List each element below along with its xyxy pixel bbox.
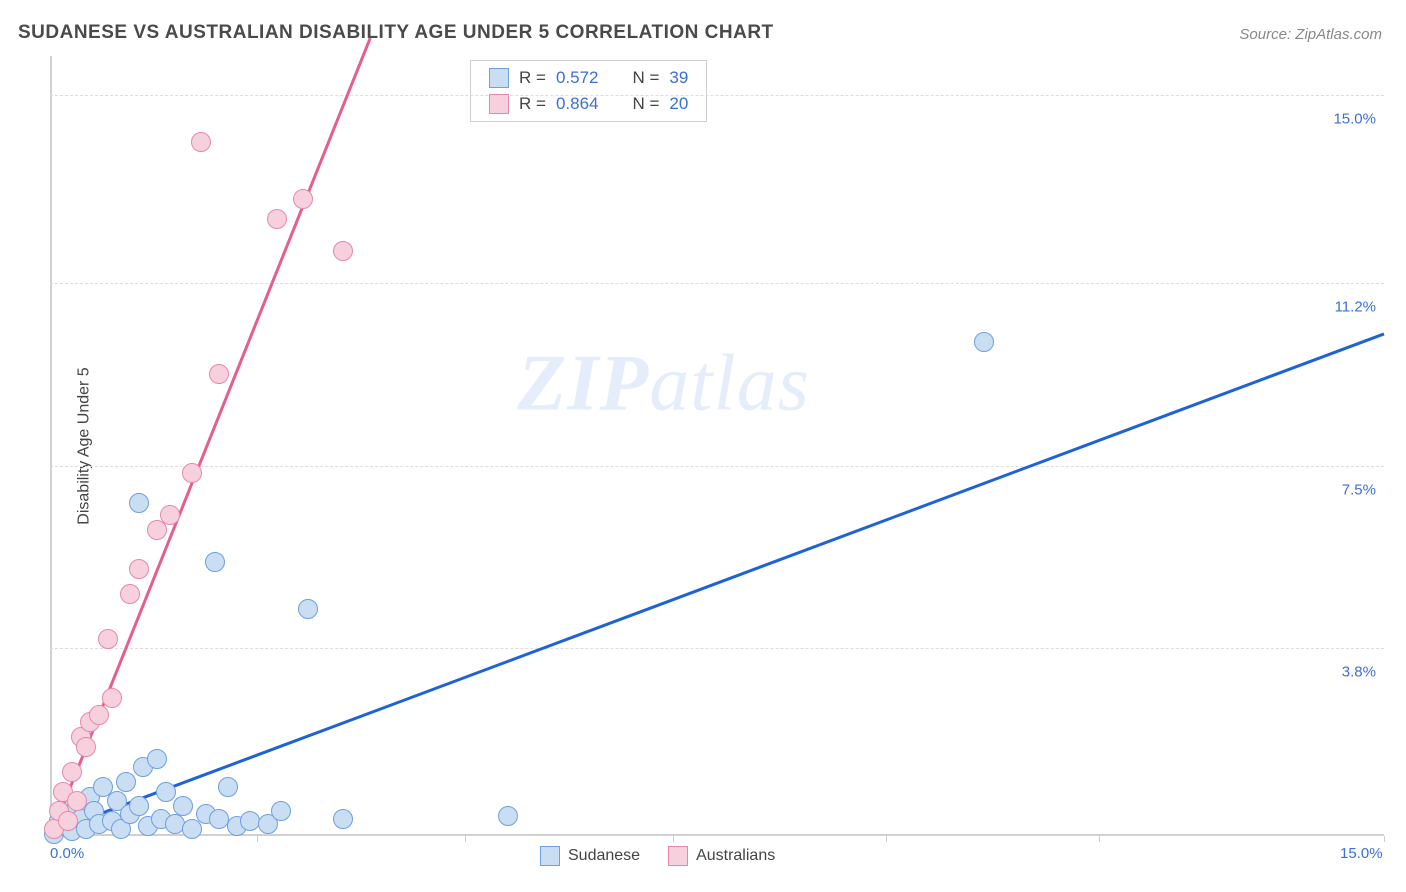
data-point-australians (293, 189, 313, 209)
y-tick-label: 7.5% (1342, 481, 1376, 498)
data-point-sudanese (333, 809, 353, 829)
legend-swatch (489, 94, 509, 114)
data-point-sudanese (218, 777, 238, 797)
data-point-australians (67, 791, 87, 811)
x-tick-label: 0.0% (50, 845, 84, 862)
y-tick-label: 11.2% (1335, 299, 1376, 316)
trend-line-sudanese (50, 333, 1385, 834)
data-point-australians (267, 209, 287, 229)
data-point-sudanese (156, 782, 176, 802)
x-tick-mark (257, 836, 258, 842)
chart-title: SUDANESE VS AUSTRALIAN DISABILITY AGE UN… (18, 22, 774, 44)
watermark: ZIPatlas (517, 338, 809, 429)
data-point-sudanese (974, 332, 994, 352)
legend-swatch (540, 846, 560, 866)
data-point-australians (191, 132, 211, 152)
series-legend-label: Sudanese (568, 847, 640, 865)
series-legend-label: Australians (696, 847, 775, 865)
plot-area: ZIPatlas R =0.572N =39R =0.864N =20 Suda… (50, 56, 1384, 836)
data-point-australians (98, 629, 118, 649)
source-label: Source: ZipAtlas.com (1239, 26, 1382, 43)
series-legend-item-sudanese: Sudanese (540, 846, 640, 866)
gridline (50, 95, 1384, 96)
data-point-australians (58, 811, 78, 831)
data-point-australians (129, 559, 149, 579)
x-tick-mark (1099, 836, 1100, 842)
data-point-sudanese (129, 796, 149, 816)
data-point-sudanese (298, 599, 318, 619)
data-point-australians (209, 364, 229, 384)
x-tick-mark (673, 836, 674, 842)
x-axis-line (50, 834, 1384, 836)
x-tick-mark (465, 836, 466, 842)
correlation-legend: R =0.572N =39R =0.864N =20 (470, 60, 707, 122)
x-tick-mark (886, 836, 887, 842)
data-point-australians (76, 737, 96, 757)
gridline (50, 648, 1384, 649)
chart-container: SUDANESE VS AUSTRALIAN DISABILITY AGE UN… (0, 0, 1406, 892)
data-point-sudanese (173, 796, 193, 816)
data-point-australians (102, 688, 122, 708)
data-point-australians (89, 705, 109, 725)
y-tick-label: 15.0% (1333, 111, 1376, 128)
x-tick-label: 15.0% (1340, 845, 1383, 862)
data-point-australians (160, 505, 180, 525)
legend-swatch (489, 68, 509, 88)
data-point-sudanese (498, 806, 518, 826)
data-point-australians (120, 584, 140, 604)
y-tick-label: 3.8% (1342, 664, 1376, 681)
series-legend: Sudanese Australians (540, 846, 775, 866)
x-tick-mark (1384, 836, 1385, 842)
data-point-australians (333, 241, 353, 261)
gridline (50, 466, 1384, 467)
gridline (50, 283, 1384, 284)
data-point-sudanese (271, 801, 291, 821)
data-point-sudanese (129, 493, 149, 513)
legend-swatch (668, 846, 688, 866)
data-point-sudanese (205, 552, 225, 572)
data-point-sudanese (147, 749, 167, 769)
y-axis-line (50, 56, 52, 836)
series-legend-item-australians: Australians (668, 846, 775, 866)
data-point-australians (62, 762, 82, 782)
data-point-sudanese (116, 772, 136, 792)
data-point-australians (182, 463, 202, 483)
legend-row-sudanese: R =0.572N =39 (471, 65, 706, 91)
